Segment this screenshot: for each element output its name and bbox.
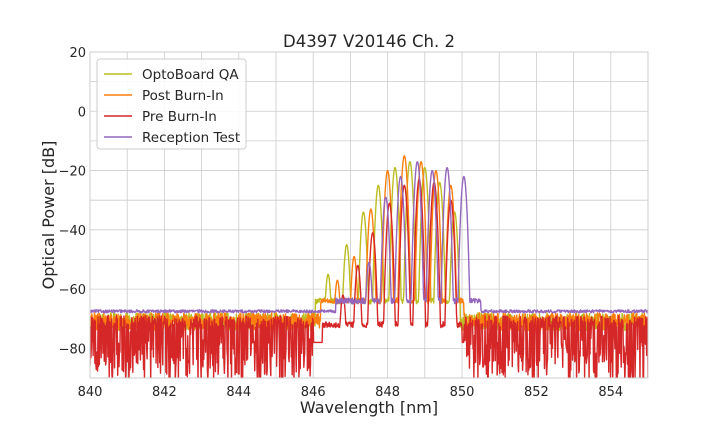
x-tick-label: 850 bbox=[450, 385, 475, 400]
y-axis-label: Optical Power [dB] bbox=[39, 141, 58, 290]
y-tick-label: −80 bbox=[59, 342, 86, 357]
y-tick-label: 20 bbox=[69, 46, 86, 61]
y-tick-labels: 20 0 −20 −40 −60 −80 bbox=[59, 46, 86, 357]
legend-label: Post Burn-In bbox=[142, 88, 224, 104]
legend-label: Reception Test bbox=[142, 130, 240, 146]
y-tick-label: −40 bbox=[59, 224, 86, 239]
x-axis-label: Wavelength [nm] bbox=[300, 398, 438, 417]
y-tick-label: 0 bbox=[78, 105, 86, 120]
series-line-reception-test bbox=[90, 161, 648, 314]
legend-label: OptoBoard QA bbox=[142, 67, 239, 83]
x-tick-label: 844 bbox=[226, 385, 251, 400]
plot-frame bbox=[89, 51, 649, 379]
x-tick-label: 840 bbox=[78, 385, 103, 400]
chart-title: D4397 V20146 Ch. 2 bbox=[283, 32, 455, 51]
legend-label: Pre Burn-In bbox=[142, 109, 217, 125]
x-tick-label: 848 bbox=[375, 385, 400, 400]
legend: OptoBoard QA Post Burn-In Pre Burn-In Recep… bbox=[96, 58, 247, 150]
x-tick-label: 846 bbox=[301, 385, 326, 400]
x-tick-label: 852 bbox=[524, 385, 549, 400]
legend-box bbox=[96, 58, 247, 150]
x-tick-label: 854 bbox=[598, 385, 623, 400]
y-tick-label: −20 bbox=[59, 165, 86, 180]
series-line-pre-burn-in bbox=[90, 178, 648, 378]
x-tick-label: 842 bbox=[152, 385, 177, 400]
series-layer bbox=[90, 155, 648, 378]
y-tick-label: −60 bbox=[59, 283, 86, 298]
x-tick-labels: 840 842 844 846 848 850 852 854 bbox=[78, 385, 624, 400]
